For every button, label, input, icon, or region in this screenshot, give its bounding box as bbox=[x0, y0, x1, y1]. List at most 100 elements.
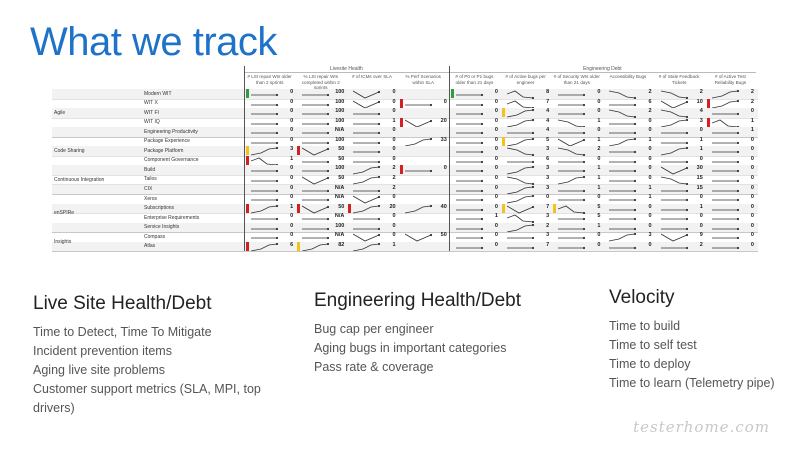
metric-value: 0 bbox=[597, 194, 601, 201]
table-row: Subscriptions 1 50 20 40 0 7 5 0 1 0 bbox=[52, 203, 758, 215]
metric-value: 10 bbox=[696, 98, 703, 105]
metric-cell: 100 bbox=[295, 99, 346, 109]
sparkline bbox=[353, 132, 381, 135]
metric-value: 0 bbox=[597, 98, 601, 105]
sparkline bbox=[251, 93, 279, 97]
metric-value: 0 bbox=[648, 241, 652, 248]
metric-value: 0 bbox=[392, 155, 396, 162]
sparkline bbox=[455, 227, 483, 230]
metric-value: 1 bbox=[392, 241, 396, 248]
metric-cell: 0 bbox=[244, 99, 295, 109]
metric-cell: 0 bbox=[449, 99, 500, 109]
metric-value: 7 bbox=[546, 98, 550, 105]
column-header: # of Active Test Reliability Bugs bbox=[714, 74, 747, 85]
column-header: # of ICMs over SLA bbox=[352, 74, 392, 79]
metric-cell: 2 bbox=[346, 175, 397, 185]
velocity-item: Time to learn (Telemetry pipe) bbox=[609, 376, 775, 390]
metric-value: 100 bbox=[335, 136, 345, 143]
sparkline bbox=[558, 132, 586, 135]
metric-value: 4 bbox=[546, 127, 550, 134]
sparkline bbox=[302, 122, 330, 125]
sparkline bbox=[609, 137, 637, 147]
metric-cell: 0 bbox=[449, 89, 500, 99]
table-row: Package Platform 3 50 0 0 3 2 0 1 0 bbox=[52, 146, 758, 157]
metric-cell: 0 bbox=[346, 146, 397, 156]
sparkline bbox=[507, 205, 535, 214]
metric-value: 0 bbox=[750, 232, 754, 239]
metric-cell: 0 bbox=[705, 137, 756, 147]
sparkline bbox=[251, 141, 279, 144]
metric-value: 0 bbox=[750, 146, 754, 153]
sparkline bbox=[507, 160, 535, 163]
row-label: Xeros bbox=[144, 195, 158, 202]
metric-value: 20 bbox=[389, 203, 396, 210]
metric-cell: 10 bbox=[654, 99, 705, 109]
metric-value: 0 bbox=[494, 174, 498, 181]
metric-cell: 0 bbox=[244, 108, 295, 118]
sparkline bbox=[558, 93, 586, 97]
metric-value: 50 bbox=[338, 146, 345, 153]
metric-value: 0 bbox=[750, 136, 754, 143]
metric-cell: 5 bbox=[551, 203, 602, 214]
metric-value: 0 bbox=[290, 222, 294, 229]
engineering-item: Bug cap per engineer bbox=[314, 322, 434, 336]
metric-cell: 0 bbox=[346, 156, 397, 166]
metric-cell: 50 bbox=[295, 175, 346, 185]
metric-cell: 0 bbox=[705, 204, 756, 214]
velocity-section: Velocity Time to build Time to self test… bbox=[609, 287, 794, 393]
metric-value: 1 bbox=[699, 146, 703, 153]
sparkline bbox=[609, 198, 637, 202]
sparkline bbox=[302, 218, 330, 221]
metric-cell: 2 bbox=[705, 98, 756, 109]
metric-cell: 100 bbox=[295, 165, 346, 175]
metric-cell: 15 bbox=[654, 185, 705, 195]
sparkline bbox=[711, 237, 739, 240]
sparkline bbox=[711, 132, 739, 135]
metric-cell: 0 bbox=[398, 165, 449, 175]
live-site-item: Time to Detect, Time To Mitigate bbox=[33, 325, 212, 339]
metric-cell: 0 bbox=[449, 204, 500, 214]
sparkline bbox=[558, 189, 586, 192]
metric-cell: 1 bbox=[602, 185, 653, 195]
metric-value: 0 bbox=[392, 194, 396, 201]
metric-value: 0 bbox=[443, 165, 447, 172]
velocity-item: Time to build bbox=[609, 319, 681, 333]
sparkline bbox=[251, 179, 279, 183]
sparkline bbox=[455, 112, 483, 116]
section-header: Livesite Health bbox=[244, 66, 449, 73]
metric-cell bbox=[398, 242, 449, 252]
metric-value: 2 bbox=[750, 89, 754, 95]
status-flag bbox=[297, 146, 301, 156]
metric-cell: 0 bbox=[602, 146, 653, 156]
metric-cell: 0 bbox=[346, 99, 397, 109]
sparkline bbox=[455, 208, 483, 211]
metric-cell: 2 bbox=[654, 242, 705, 252]
metric-cell: 6 bbox=[602, 99, 653, 109]
sparkline bbox=[302, 160, 330, 163]
metric-value: 1 bbox=[597, 136, 601, 143]
sparkline bbox=[251, 242, 279, 252]
metric-value: 1 bbox=[290, 155, 294, 162]
status-flag bbox=[502, 203, 505, 213]
metric-cell: 1 bbox=[602, 137, 653, 147]
metric-cell: 0 bbox=[551, 108, 602, 118]
metric-cell: 50 bbox=[398, 232, 449, 242]
metric-value: 0 bbox=[290, 108, 294, 115]
sparkline bbox=[251, 218, 279, 221]
sparkline bbox=[302, 103, 330, 106]
sparkline bbox=[660, 233, 688, 242]
metric-value: 0 bbox=[648, 155, 652, 162]
metric-cell: 0 bbox=[654, 127, 705, 137]
sparkline bbox=[660, 167, 688, 175]
status-flag bbox=[246, 155, 249, 165]
metric-value: N/A bbox=[334, 232, 345, 239]
metric-value: 0 bbox=[648, 127, 652, 134]
metric-cell: 0 bbox=[705, 185, 756, 195]
metric-value: 1 bbox=[648, 184, 652, 191]
metric-cell: 2 bbox=[705, 89, 756, 99]
row-label: Engineering Productivity bbox=[144, 128, 198, 135]
metric-cell: 0 bbox=[705, 108, 756, 118]
watermark: testerhome.com bbox=[633, 418, 770, 436]
metric-value: 0 bbox=[699, 213, 703, 220]
sparkline bbox=[660, 141, 688, 144]
